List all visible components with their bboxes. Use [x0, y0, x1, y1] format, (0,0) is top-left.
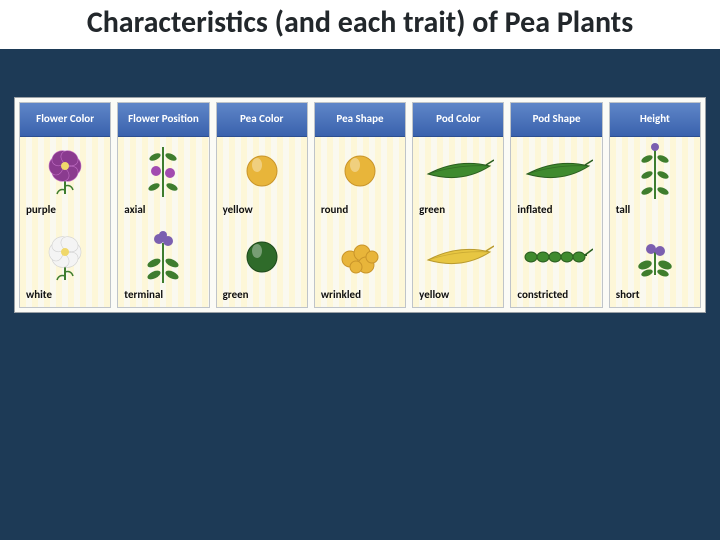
plant-short-icon	[612, 227, 698, 286]
chart-column: Pod Color green yellow	[412, 102, 504, 308]
trait-label: green	[219, 288, 249, 301]
trait-cell: inflated	[511, 137, 601, 222]
pea-round-icon	[219, 141, 305, 201]
trait-label: constricted	[513, 288, 568, 301]
pea-round-icon	[219, 227, 305, 286]
trait-label: short	[612, 288, 640, 301]
pod-constricted-icon	[513, 227, 599, 286]
trait-cell: white	[20, 222, 110, 307]
trait-cell: purple	[20, 137, 110, 222]
trait-label: tall	[612, 203, 631, 216]
trait-label: purple	[22, 203, 56, 216]
column-header: Pea Shape	[315, 103, 405, 137]
trait-cell: green	[413, 137, 503, 222]
column-header: Flower Color	[20, 103, 110, 137]
chart-column: Flower Color purple white	[19, 102, 111, 308]
chart-column: Pea Color yellow green	[216, 102, 308, 308]
pod-icon	[415, 227, 501, 286]
trait-label: terminal	[120, 288, 163, 301]
trait-label: yellow	[415, 288, 449, 301]
plant-terminal-icon	[120, 227, 206, 286]
pea-round-icon	[317, 141, 403, 201]
column-header: Height	[610, 103, 700, 137]
trait-cell: round	[315, 137, 405, 222]
plant-tall-icon	[612, 141, 698, 201]
chart-column: Pod Shape inflated constricted	[510, 102, 602, 308]
trait-label: inflated	[513, 203, 552, 216]
trait-cell: constricted	[511, 222, 601, 307]
trait-label: white	[22, 288, 52, 301]
trait-cell: terminal	[118, 222, 208, 307]
title-bar: Characteristics (and each trait) of Pea …	[0, 0, 720, 49]
pea-wrinkled-icon	[317, 227, 403, 286]
pod-icon	[415, 141, 501, 201]
flower-white-icon	[22, 227, 108, 286]
column-header: Pod Color	[413, 103, 503, 137]
pod-icon	[513, 141, 599, 201]
chart-column: Height tall short	[609, 102, 701, 308]
trait-cell: yellow	[217, 137, 307, 222]
trait-cell: yellow	[413, 222, 503, 307]
trait-label: axial	[120, 203, 145, 216]
trait-cell: axial	[118, 137, 208, 222]
column-header: Flower Position	[118, 103, 208, 137]
trait-label: wrinkled	[317, 288, 361, 301]
trait-label: round	[317, 203, 348, 216]
chart-column: Pea Shape round wrinkled	[314, 102, 406, 308]
plant-axial-icon	[120, 141, 206, 201]
trait-cell: wrinkled	[315, 222, 405, 307]
traits-chart: Flower Color purple whiteFlower Position…	[14, 97, 706, 313]
page-title: Characteristics (and each trait) of Pea …	[20, 6, 700, 39]
column-header: Pea Color	[217, 103, 307, 137]
trait-label: green	[415, 203, 445, 216]
chart-column: Flower Position axial terminal	[117, 102, 209, 308]
column-header: Pod Shape	[511, 103, 601, 137]
flower-purple-icon	[22, 141, 108, 201]
trait-label: yellow	[219, 203, 253, 216]
trait-cell: tall	[610, 137, 700, 222]
trait-cell: short	[610, 222, 700, 307]
trait-cell: green	[217, 222, 307, 307]
